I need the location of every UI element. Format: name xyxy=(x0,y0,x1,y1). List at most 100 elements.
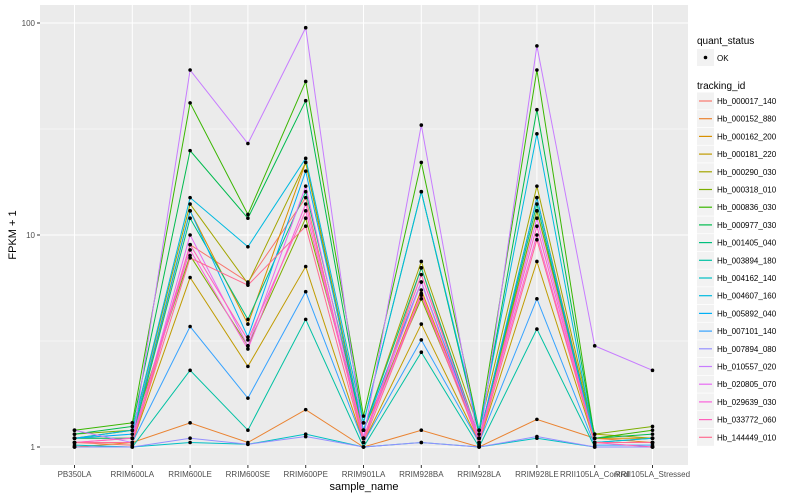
data-point xyxy=(535,209,539,213)
data-point xyxy=(188,421,192,425)
legend-label: Hb_004607_160 xyxy=(717,292,777,301)
x-axis-title: sample_name xyxy=(329,481,398,493)
data-point xyxy=(535,237,539,242)
data-point xyxy=(188,68,192,72)
data-point xyxy=(419,272,424,277)
data-point xyxy=(535,233,539,237)
data-point xyxy=(592,436,597,441)
data-point xyxy=(188,242,192,247)
data-point xyxy=(535,107,539,112)
data-point xyxy=(246,364,250,369)
data-point xyxy=(246,212,250,217)
data-point xyxy=(650,368,655,373)
data-point xyxy=(535,259,539,264)
legend-label: Hb_000977_030 xyxy=(717,221,777,230)
data-point xyxy=(419,428,424,433)
data-point xyxy=(419,259,424,264)
data-point xyxy=(650,440,655,445)
data-point xyxy=(72,428,77,433)
data-point xyxy=(303,202,308,206)
legend: quant_status OK tracking_id Hb_000017_140 Hb… xyxy=(697,36,777,446)
data-point xyxy=(361,436,366,441)
legend-label: Hb_000290_030 xyxy=(717,168,777,177)
data-point xyxy=(130,421,135,425)
data-point xyxy=(361,421,366,425)
data-point xyxy=(535,224,539,229)
data-point xyxy=(650,428,655,433)
data-point xyxy=(419,280,424,284)
data-point xyxy=(535,434,539,439)
data-point xyxy=(535,195,539,200)
data-point xyxy=(535,327,539,331)
data-point xyxy=(188,209,192,213)
y-axis-title: FPKM + 1 xyxy=(7,210,19,259)
data-point xyxy=(188,440,192,445)
data-point xyxy=(477,432,481,436)
data-point xyxy=(130,436,135,441)
data-point xyxy=(592,445,597,449)
data-point xyxy=(303,216,308,221)
data-point xyxy=(246,317,250,322)
legend-label: Hb_029639_030 xyxy=(717,398,777,407)
data-point xyxy=(303,184,308,188)
data-point xyxy=(477,436,481,441)
data-point xyxy=(592,432,597,436)
x-tick-label: RRIM928BA xyxy=(399,470,444,479)
data-point xyxy=(361,428,366,433)
data-point xyxy=(188,216,192,221)
x-tick-label: RRIM600PE xyxy=(283,470,327,479)
data-point xyxy=(419,160,424,165)
y-tick-label: 10 xyxy=(26,231,35,240)
data-point xyxy=(419,266,424,270)
data-point xyxy=(188,233,192,237)
legend-label: Hb_004162_140 xyxy=(717,274,777,283)
legend-label: Hb_144449_010 xyxy=(717,433,777,442)
legend-title-tracking-id: tracking_id xyxy=(697,81,745,92)
series-points xyxy=(72,25,655,449)
data-point xyxy=(246,322,250,326)
x-tick-label: PB350LA xyxy=(58,470,92,479)
y-tick-label: 100 xyxy=(22,19,36,28)
data-point xyxy=(361,414,366,418)
data-point xyxy=(188,148,192,153)
data-point xyxy=(246,338,250,342)
data-point xyxy=(535,202,539,206)
legend-label: Hb_000162_200 xyxy=(717,132,777,141)
data-point xyxy=(303,195,308,200)
data-point xyxy=(188,101,192,105)
data-point xyxy=(361,440,366,445)
data-point xyxy=(419,288,424,292)
data-point xyxy=(303,289,308,294)
x-tick-label: RRIM928LA xyxy=(457,470,501,479)
data-point xyxy=(303,407,308,412)
data-point xyxy=(72,445,77,449)
data-point xyxy=(535,44,539,48)
x-tick-label: RRII105LA_Control xyxy=(560,470,630,479)
data-point xyxy=(72,432,77,436)
data-point xyxy=(246,216,250,221)
data-point xyxy=(246,344,250,348)
data-point xyxy=(535,216,539,221)
axes: 1 10 100 PB350LA RRIM600LA RRIM600LE RRIM600SE… xyxy=(22,19,690,479)
legend-title-quant-status: quant_status xyxy=(697,36,754,47)
data-point xyxy=(188,436,192,441)
x-tick-label: RRIM928LE xyxy=(515,470,559,479)
data-point xyxy=(246,442,250,447)
data-point xyxy=(650,424,655,429)
data-point xyxy=(303,189,308,194)
data-point xyxy=(535,68,539,72)
x-tick-label: RRII105LA_Stressed xyxy=(615,470,690,479)
y-tick-label: 1 xyxy=(31,443,36,452)
data-point xyxy=(303,156,308,161)
x-tick-label: RRIM600LA xyxy=(111,470,155,479)
data-point xyxy=(303,79,308,84)
data-point xyxy=(130,428,135,433)
data-point xyxy=(303,224,308,229)
data-point xyxy=(303,160,308,165)
data-point xyxy=(246,283,250,287)
data-point xyxy=(477,428,481,433)
legend-label: Hb_003894_180 xyxy=(717,256,777,265)
legend-label: Hb_010557_020 xyxy=(717,363,777,372)
legend-label: Hb_000017_140 xyxy=(717,97,777,106)
